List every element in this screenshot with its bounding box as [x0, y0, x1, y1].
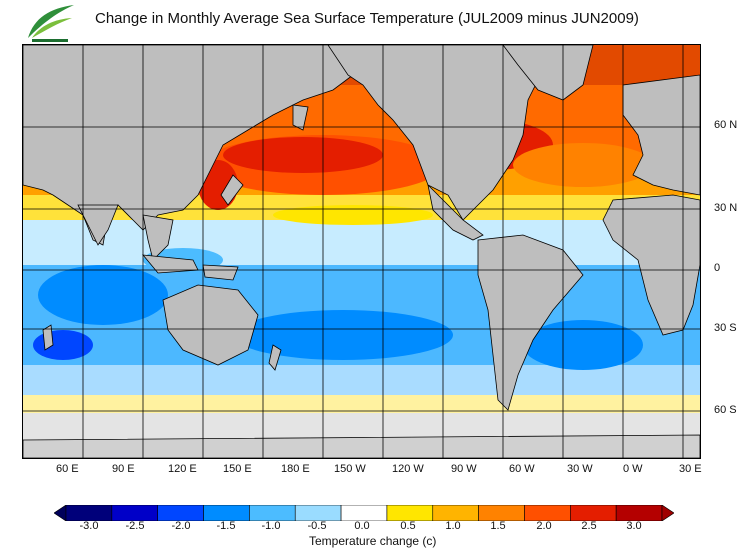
colorbar-tick-label: -1.0 — [261, 520, 281, 532]
north-pacific-hot-2 — [223, 137, 383, 173]
colorbar-cell — [386, 505, 434, 521]
lon-label: 90 W — [451, 463, 477, 475]
land-masses — [23, 45, 700, 458]
sst-map — [22, 44, 701, 459]
colorbar-cell — [249, 505, 296, 521]
colorbar-cells — [65, 505, 663, 521]
colorbar-tick-label: 1.5 — [490, 520, 506, 532]
colorbar-tick-label: 0.0 — [354, 520, 370, 532]
colorbar-tick-label: -3.0 — [79, 520, 99, 532]
colorbar-cell — [340, 505, 388, 521]
colorbar-tick-label: 0.5 — [400, 520, 416, 532]
colorbar-cell — [294, 505, 342, 521]
colorbar-tick-label: -1.5 — [216, 520, 236, 532]
colorbar — [54, 505, 674, 521]
lon-label: 0 W — [623, 463, 643, 475]
india-land — [77, 204, 119, 246]
colorbar-cell — [524, 505, 571, 521]
japan-land — [220, 174, 244, 206]
colorbar-cell — [203, 505, 250, 521]
colorbar-tick-label: 2.0 — [536, 520, 552, 532]
lon-label: 150 E — [223, 463, 252, 475]
tropic-light-band — [23, 220, 700, 265]
colorbar-cell — [570, 505, 617, 521]
southern-yellow-band — [23, 395, 700, 413]
south-atlantic-blue — [523, 320, 643, 370]
colorbar-cell — [615, 505, 663, 521]
new-zealand-land — [268, 344, 282, 371]
colorbar-tick-label: 2.5 — [581, 520, 597, 532]
colorbar-cell — [478, 505, 525, 521]
south-pacific-blue — [233, 310, 453, 360]
colorbar-title: Temperature change (c) — [309, 534, 437, 548]
lat-label: 30 S — [714, 322, 737, 334]
colorbar-tick-label: -2.5 — [125, 520, 145, 532]
east-pacific-yellow — [273, 205, 433, 225]
colorbar-cell — [157, 505, 204, 521]
grid-lines — [23, 45, 700, 458]
page-title: Change in Monthly Average Sea Surface Te… — [95, 10, 639, 27]
colorbar-tick-label: 3.0 — [626, 520, 642, 532]
leaf-logo-icon — [28, 5, 74, 42]
indian-ocean-blue — [38, 265, 168, 325]
colorbar-tick-label: -2.0 — [171, 520, 191, 532]
colorbar-cell — [65, 505, 113, 521]
lon-label: 120 E — [168, 463, 197, 475]
lon-label: 30 W — [567, 463, 593, 475]
lat-label: 60 S — [714, 404, 737, 416]
new-guinea-land — [202, 264, 239, 281]
lon-label: 150 W — [334, 463, 366, 475]
lon-label: 180 E — [281, 463, 310, 475]
colorbar-cell — [432, 505, 479, 521]
lat-label: 30 N — [714, 202, 738, 214]
indian-ocean-deep — [33, 330, 93, 360]
lat-label: 60 N — [714, 119, 738, 131]
kamchatka-land — [292, 104, 309, 131]
lon-label: 60 W — [509, 463, 535, 475]
lon-label: 60 E — [56, 463, 79, 475]
sst-map-canvas — [23, 45, 700, 458]
lon-label: 30 E — [679, 463, 702, 475]
europe-land — [622, 74, 700, 196]
australia-land — [162, 284, 259, 366]
colorbar-left-arrow — [54, 505, 67, 521]
antarctica-land — [23, 434, 700, 458]
madagascar-land — [42, 324, 54, 351]
lon-label: 90 E — [112, 463, 135, 475]
south-light-band — [23, 365, 700, 395]
colorbar-tick-label: 1.0 — [445, 520, 461, 532]
lat-label: 0 — [714, 262, 721, 274]
indochina-land — [142, 214, 174, 261]
colorbar-cell — [111, 505, 158, 521]
colorbar-right-arrow — [661, 505, 674, 521]
africa-land — [602, 194, 700, 336]
lon-label: 120 W — [392, 463, 424, 475]
north-atlantic-warm — [513, 143, 653, 187]
central-america-land — [427, 183, 484, 241]
colorbar-tick-label: -0.5 — [307, 520, 327, 532]
